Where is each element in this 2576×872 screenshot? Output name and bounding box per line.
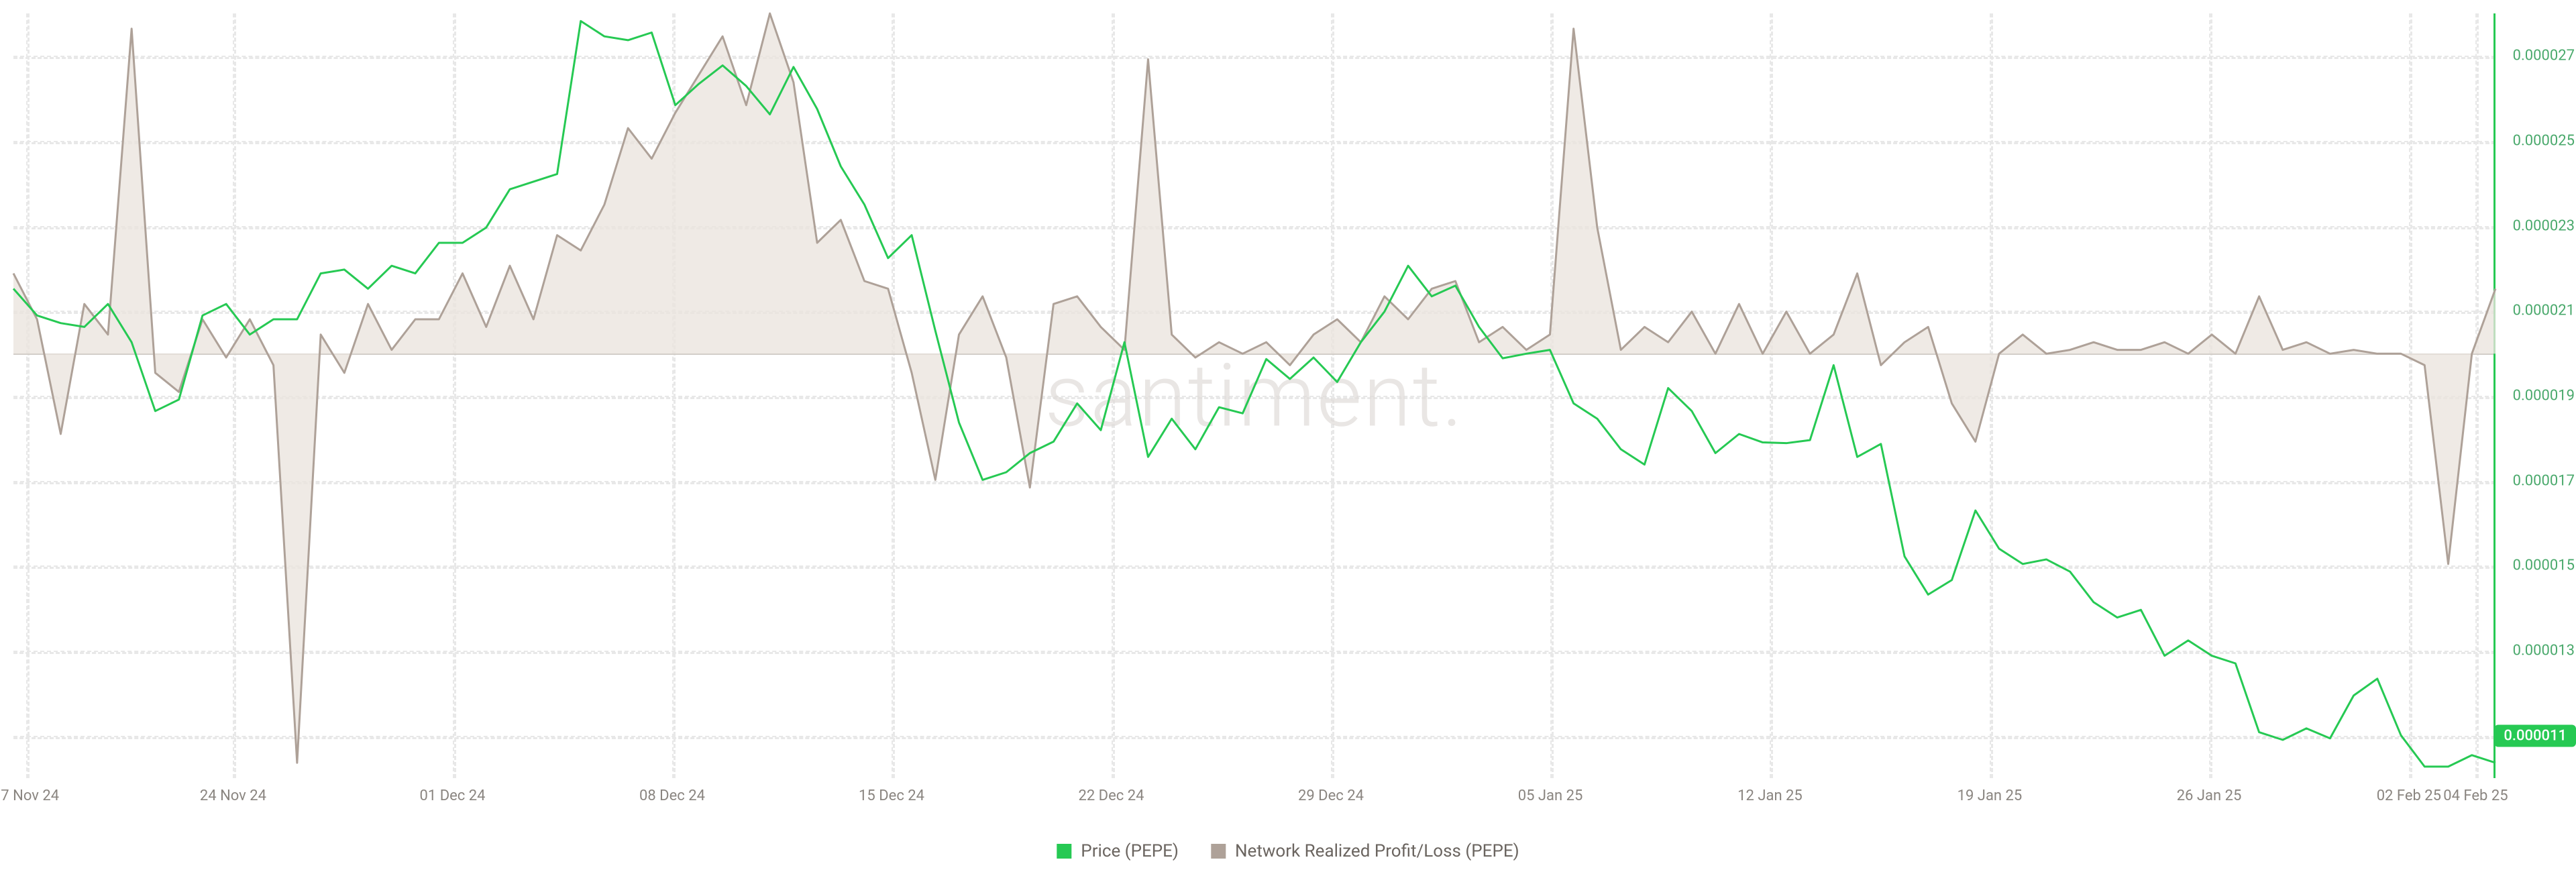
legend: Price (PEPE) Network Realized Profit/Los… xyxy=(1057,841,1519,861)
y-tick-label: 0.000019 xyxy=(2513,388,2575,404)
x-tick-label: 01 Dec 24 xyxy=(420,787,486,804)
y-tick-label: 0.000027 xyxy=(2513,48,2575,64)
x-tick-label: 05 Jan 25 xyxy=(1518,787,1583,804)
x-tick-label: 24 Nov 24 xyxy=(200,787,266,804)
x-tick-label: 17 Nov 24 xyxy=(0,787,59,804)
price-line xyxy=(13,21,2496,767)
legend-label-price: Price (PEPE) xyxy=(1081,841,1179,861)
legend-label-nrpl: Network Realized Profit/Loss (PEPE) xyxy=(1235,841,1519,861)
y-tick-label: 0.000023 xyxy=(2513,217,2575,234)
x-tick-label: 04 Feb 25 xyxy=(2443,787,2508,804)
chart-container: santiment. 0.0000270.0000250.0000230.000… xyxy=(0,0,2576,872)
x-tick-label: 08 Dec 24 xyxy=(639,787,705,804)
y-tick-label: 0.000021 xyxy=(2513,303,2575,319)
plot-area: santiment. 0.0000270.0000250.0000230.000… xyxy=(13,13,2496,778)
legend-item-price: Price (PEPE) xyxy=(1057,841,1179,861)
legend-item-nrpl: Network Realized Profit/Loss (PEPE) xyxy=(1211,841,1519,861)
x-tick-label: 02 Feb 25 xyxy=(2377,787,2441,804)
legend-swatch-price xyxy=(1057,844,1071,859)
x-tick-label: 26 Jan 25 xyxy=(2177,787,2242,804)
chart-svg xyxy=(13,13,2496,778)
y-tick-label: 0.000017 xyxy=(2513,472,2575,489)
x-tick-label: 12 Jan 25 xyxy=(1737,787,1803,804)
legend-swatch-nrpl xyxy=(1211,844,1226,859)
y-axis-current-badge: 0.000011 xyxy=(2494,724,2576,747)
y-tick-label: 0.000013 xyxy=(2513,643,2575,659)
x-tick-label: 29 Dec 24 xyxy=(1298,787,1364,804)
x-tick-label: 15 Dec 24 xyxy=(859,787,924,804)
x-tick-label: 19 Jan 25 xyxy=(1957,787,2023,804)
y-tick-label: 0.000025 xyxy=(2513,133,2575,150)
x-tick-label: 22 Dec 24 xyxy=(1079,787,1144,804)
y-tick-label: 0.000015 xyxy=(2513,557,2575,574)
